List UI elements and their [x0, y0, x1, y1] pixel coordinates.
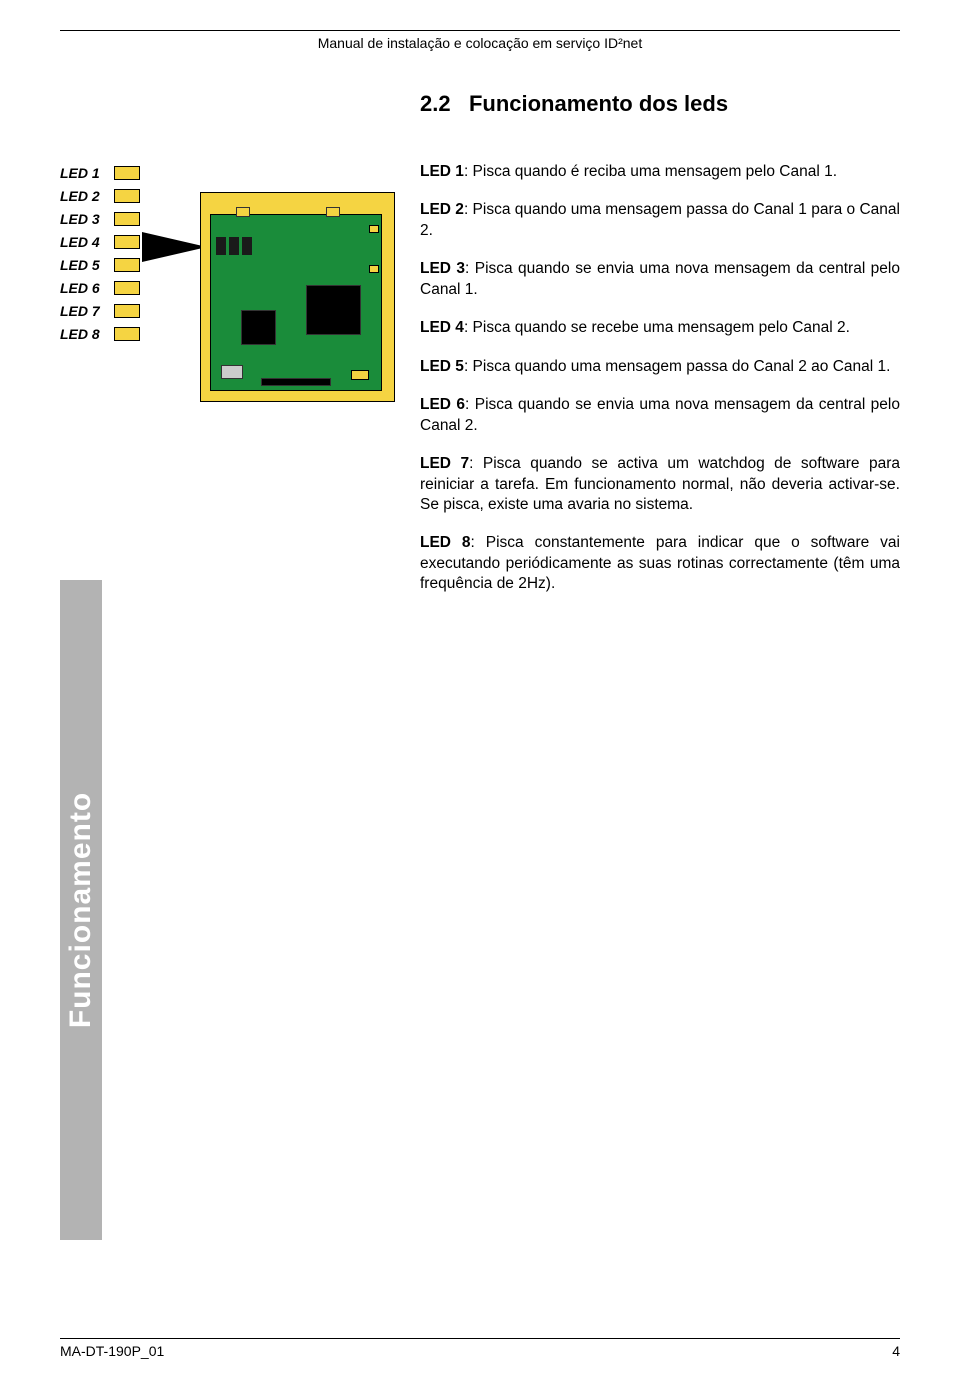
side-tab-label: Funcionamento — [64, 792, 98, 1028]
led-text: : Pisca quando se activa um watchdog de … — [420, 455, 900, 513]
led-name-7: LED 7 — [60, 303, 112, 319]
led-name-3: LED 3 — [60, 211, 112, 227]
section-heading: 2.2 Funcionamento dos leds — [420, 91, 900, 117]
led-row: LED 3 — [60, 208, 140, 230]
led-row: LED 7 — [60, 300, 140, 322]
pcb-connector — [236, 207, 250, 217]
led-text: : Pisca quando se envia uma nova mensage… — [420, 396, 900, 433]
led-icon — [114, 189, 140, 203]
led-name-6: LED 6 — [60, 280, 112, 296]
led-text: : Pisca constantemente para indicar que … — [420, 534, 900, 592]
led-label: LED 6 — [420, 396, 465, 413]
led-text: : Pisca quando é reciba uma mensagem pel… — [464, 163, 837, 180]
led-name-5: LED 5 — [60, 257, 112, 273]
diagram-column: LED 1 LED 2 LED 3 LED 4 LED 5 LED 6 LED … — [60, 162, 420, 613]
led-label: LED 3 — [420, 260, 465, 277]
led-icon — [114, 258, 140, 272]
led-row: LED 8 — [60, 323, 140, 345]
pcb-chip — [241, 310, 276, 345]
led-text: : Pisca quando se envia uma nova mensage… — [420, 260, 900, 297]
pcb-component — [242, 237, 252, 255]
led-name-2: LED 2 — [60, 188, 112, 204]
led-description: LED 8: Pisca constantemente para indicar… — [420, 533, 900, 594]
content-area: LED 1 LED 2 LED 3 LED 4 LED 5 LED 6 LED … — [60, 162, 900, 613]
led-icon — [114, 166, 140, 180]
led-icon — [114, 235, 140, 249]
pcb-component — [369, 225, 379, 233]
led-text: : Pisca quando se recebe uma mensagem pe… — [464, 319, 850, 336]
led-pcb-diagram: LED 1 LED 2 LED 3 LED 4 LED 5 LED 6 LED … — [60, 162, 400, 502]
footer-content: MA-DT-190P_01 4 — [60, 1343, 900, 1359]
pcb-component — [369, 265, 379, 273]
pcb-component — [351, 370, 369, 380]
led-row: LED 5 — [60, 254, 140, 276]
footer-rule — [60, 1338, 900, 1339]
description-column: LED 1: Pisca quando é reciba uma mensage… — [420, 162, 900, 613]
pcb-chip — [306, 285, 361, 335]
pcb-component — [229, 237, 239, 255]
section-number: 2.2 — [420, 91, 451, 116]
led-name-1: LED 1 — [60, 165, 112, 181]
led-icon — [114, 304, 140, 318]
led-label: LED 4 — [420, 319, 464, 336]
led-name-4: LED 4 — [60, 234, 112, 250]
led-label: LED 1 — [420, 163, 464, 180]
pcb-component — [261, 378, 331, 386]
pcb-board — [200, 192, 395, 402]
section-title-text: Funcionamento dos leds — [469, 91, 728, 116]
led-icon — [114, 327, 140, 341]
footer-page-number: 4 — [892, 1343, 900, 1359]
led-description: LED 2: Pisca quando uma mensagem passa d… — [420, 200, 900, 241]
led-label: LED 2 — [420, 201, 464, 218]
led-description: LED 5: Pisca quando uma mensagem passa d… — [420, 357, 900, 377]
led-name-8: LED 8 — [60, 326, 112, 342]
led-label: LED 8 — [420, 534, 471, 551]
led-description: LED 6: Pisca quando se envia uma nova me… — [420, 395, 900, 436]
led-row: LED 4 — [60, 231, 140, 253]
led-description: LED 7: Pisca quando se activa um watchdo… — [420, 454, 900, 515]
led-text: : Pisca quando uma mensagem passa do Can… — [464, 358, 891, 375]
led-description: LED 1: Pisca quando é reciba uma mensage… — [420, 162, 900, 182]
pcb-connector — [221, 365, 243, 379]
led-description: LED 3: Pisca quando se envia uma nova me… — [420, 259, 900, 300]
header-rule — [60, 30, 900, 31]
led-text: : Pisca quando uma mensagem passa do Can… — [420, 201, 900, 238]
led-label: LED 5 — [420, 358, 464, 375]
header-title: Manual de instalação e colocação em serv… — [60, 35, 900, 51]
led-icon — [114, 281, 140, 295]
side-tab: Funcionamento — [60, 580, 102, 1240]
led-label-list: LED 1 LED 2 LED 3 LED 4 LED 5 LED 6 LED … — [60, 162, 140, 346]
led-description: LED 4: Pisca quando se recebe uma mensag… — [420, 318, 900, 338]
led-row: LED 6 — [60, 277, 140, 299]
footer-doc-id: MA-DT-190P_01 — [60, 1343, 164, 1359]
footer: MA-DT-190P_01 4 — [60, 1338, 900, 1359]
led-row: LED 1 — [60, 162, 140, 184]
led-icon — [114, 212, 140, 226]
pcb-connector — [326, 207, 340, 217]
pcb-component — [216, 237, 226, 255]
pcb-inner-board — [210, 214, 382, 391]
led-label: LED 7 — [420, 455, 469, 472]
led-row: LED 2 — [60, 185, 140, 207]
